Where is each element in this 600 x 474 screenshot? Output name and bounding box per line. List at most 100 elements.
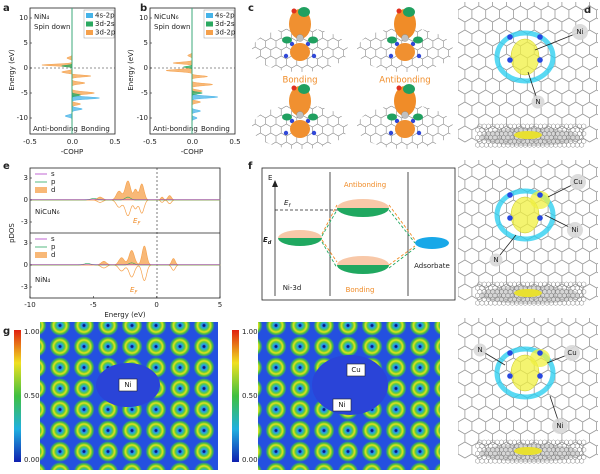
n-atom [289, 41, 295, 47]
legend-label: d [51, 186, 55, 194]
y-tick-label: 5 [24, 39, 28, 47]
legend-label: 3d-2s [215, 20, 235, 28]
o-atom [291, 8, 297, 14]
atom-label: Ni [124, 381, 131, 389]
atom-label: Ni [571, 226, 578, 234]
structure: N Cu Ni [458, 318, 598, 464]
note: Anti-bonding [153, 125, 198, 133]
plot-frame [29, 7, 116, 135]
legend-swatch [206, 21, 213, 27]
colorbar-label: 1.00 [242, 328, 258, 336]
series-name: NiN₄ [35, 276, 50, 284]
x-tick-label: -10 [24, 301, 35, 309]
cohp-curve [182, 8, 203, 134]
n-atom [388, 53, 394, 59]
side-charge [514, 131, 542, 139]
fermi-sub: F [134, 290, 137, 296]
lobe [282, 113, 292, 121]
metal-atom [401, 111, 409, 119]
fermi-sub: F [137, 221, 140, 227]
x-tick-label: -5 [90, 301, 97, 309]
legend-label: s [51, 170, 55, 178]
legend-label: s [51, 235, 55, 243]
lobe [413, 113, 423, 121]
lobe [290, 120, 310, 138]
panel-b: b Energy (eV) NiCuN₆ Spin down Anti-bond… [127, 3, 241, 156]
depletion-region [312, 355, 388, 415]
n-atom [283, 53, 289, 59]
panel-label: d [584, 5, 591, 16]
subtitle: Spin down [154, 23, 190, 31]
x-tick-label: 0.0 [67, 138, 78, 146]
colorbar-label: 0.00 [242, 456, 258, 464]
ef-label: Ef [284, 199, 291, 209]
y-tick-label: 0 [24, 261, 28, 269]
legend-label: 3d-2p [95, 29, 116, 37]
atom-label: N [477, 346, 482, 354]
charge-yellow [530, 191, 550, 209]
side-charge [514, 447, 542, 455]
n-atom [289, 118, 295, 124]
charge-yellow [530, 349, 550, 367]
fermi-label: EF [130, 286, 137, 296]
atom-badge [552, 418, 568, 434]
side-lattice [475, 123, 587, 148]
metal-atom [296, 111, 304, 119]
x-label: -COHP [61, 148, 83, 156]
d-dos-up [30, 245, 221, 266]
panel-g: g 1.00 0.50 0.00 1.00 0.50 0.00 Ni Cu Ni [3, 322, 440, 470]
colorbar [14, 330, 21, 462]
lobe [308, 113, 318, 121]
n-atom [416, 53, 422, 59]
x-tick-label: -0.5 [143, 138, 157, 146]
n-atom [394, 41, 400, 47]
d-dos-up [30, 180, 221, 201]
legend-swatch [86, 21, 93, 27]
n-atom [507, 373, 513, 379]
panel-a: a Energy (eV) NiN₄ Spin down Anti-bondin… [3, 3, 121, 156]
x-tick-label: 0.5 [109, 138, 120, 146]
y-tick-label: 5 [144, 39, 148, 47]
n-atom [537, 192, 543, 198]
atom-badge [572, 24, 588, 40]
n-atom [410, 41, 416, 47]
lobe [387, 36, 397, 44]
lobe [403, 7, 415, 17]
structure: Cu N Ni [458, 160, 598, 306]
colorbar-label: 0.00 [24, 456, 40, 464]
panel-c: c Bonding Antibonding [248, 3, 453, 149]
x-tick-label: 0.5 [229, 138, 240, 146]
axis-label: E [268, 174, 272, 182]
orbital-view [357, 84, 453, 149]
legend-swatch [35, 187, 47, 193]
n-atom [507, 215, 513, 221]
lobe [308, 36, 318, 44]
n-atom [410, 118, 416, 124]
subtitle: Spin down [34, 23, 70, 31]
legend-swatch [35, 252, 47, 258]
legend-label: 3d-2s [95, 20, 115, 28]
note: Bonding [201, 125, 230, 133]
p-dos [30, 262, 221, 266]
atom-label: Cu [567, 349, 576, 357]
series-name: NiCuN₆ [35, 208, 60, 216]
note: Bonding [81, 125, 110, 133]
legend-swatch [206, 30, 213, 35]
legend-swatch [206, 13, 213, 18]
antibonding-label: Antibonding [379, 76, 430, 86]
cohp-curve [61, 8, 81, 134]
antibonding-label: Antibonding [344, 181, 386, 189]
panel-e: e pDOS NiCuN₆ NiN₄ Energy (eV) EF EF 30-… [3, 161, 222, 319]
y-label: pDOS [8, 223, 16, 243]
charge-yellow [510, 354, 540, 392]
legend-swatch [86, 30, 93, 35]
n-atom [507, 350, 513, 356]
y-tick-label: 0 [24, 64, 28, 72]
ed-sub: d [268, 240, 272, 246]
y-tick-label: 10 [139, 14, 148, 22]
y-tick-label: 3 [24, 239, 28, 247]
lobe [298, 84, 310, 94]
n-atom [311, 53, 317, 59]
atom-box [118, 378, 138, 392]
